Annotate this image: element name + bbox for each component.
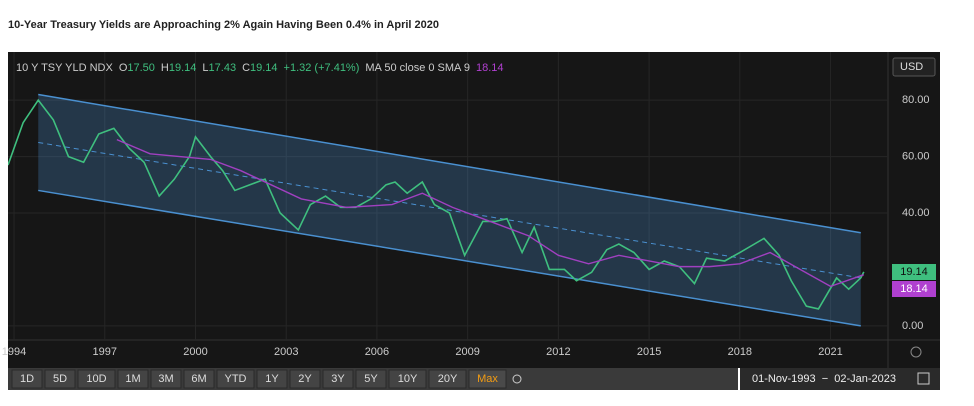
settings-icon[interactable]	[910, 346, 922, 358]
currency-button[interactable]	[892, 57, 936, 77]
calendar-icon[interactable]	[917, 372, 930, 385]
range-button-label[interactable]: 3M	[158, 373, 173, 385]
range-button[interactable]	[44, 369, 76, 389]
range-button[interactable]	[150, 369, 182, 389]
legend-high: 19.14	[169, 62, 197, 74]
range-button-label[interactable]: 1D	[20, 373, 34, 385]
toolbar-settings[interactable]	[512, 374, 522, 384]
range-button[interactable]	[77, 369, 116, 389]
range-button-label[interactable]: 1M	[125, 373, 140, 385]
chart-title: 10-Year Treasury Yields are Approaching …	[8, 19, 439, 31]
legend-change: +1.32 (+7.41%)	[284, 62, 360, 74]
legend-close: 19.14	[250, 62, 278, 74]
x-tick-label: 2015	[637, 346, 661, 358]
range-button-label[interactable]: 5Y	[364, 373, 378, 385]
price-line	[8, 98, 865, 310]
channel-lower	[38, 189, 861, 327]
range-button[interactable]	[117, 369, 149, 389]
range-button-label[interactable]: YTD	[225, 373, 247, 385]
legend-symbol: 10 Y TSY YLD NDX	[16, 62, 113, 74]
currency[interactable]: USD	[900, 61, 923, 73]
range-button[interactable]	[11, 369, 43, 389]
range-button[interactable]	[289, 369, 321, 389]
x-tick-label: 1997	[93, 346, 117, 358]
range-button[interactable]	[355, 369, 387, 389]
x-tick-label: 2021	[818, 346, 842, 358]
legend-o-label: O	[119, 62, 128, 74]
x-tick-label: 2003	[274, 346, 298, 358]
chart-panel	[8, 52, 940, 368]
range-button[interactable]	[183, 369, 215, 389]
y-tick-label: 80.00	[902, 94, 930, 106]
legend-low: 17.43	[209, 62, 237, 74]
range-button-label[interactable]: 20Y	[438, 373, 458, 385]
legend-open: 17.50	[127, 62, 155, 74]
date-range[interactable]: 01-Nov-1993 − 02-Jan-2023	[752, 373, 896, 385]
range-button-label[interactable]: 3Y	[331, 373, 345, 385]
date-range-box[interactable]	[740, 368, 940, 390]
range-button[interactable]	[388, 369, 427, 389]
range-button[interactable]	[468, 369, 507, 389]
legend-l-label: L	[202, 62, 208, 74]
channel-mid	[38, 141, 861, 279]
y-tick-label: 60.00	[902, 150, 930, 162]
range-button-label[interactable]: 10Y	[398, 373, 418, 385]
legend-indicator-value: 18.14	[476, 62, 504, 74]
y-tick-label: 0.00	[902, 320, 923, 332]
x-tick-label: 2012	[546, 346, 570, 358]
legend-c-label: C	[242, 62, 250, 74]
range-button[interactable]	[256, 369, 288, 389]
price-tag-label: 18.14	[900, 283, 928, 295]
x-tick-label: 1994	[2, 346, 26, 358]
price-tag-label: 19.14	[900, 266, 928, 278]
x-tick-label: 2000	[183, 346, 207, 358]
price-tag	[892, 281, 936, 297]
ma-line	[116, 139, 865, 288]
range-button-label[interactable]: Max	[477, 373, 498, 385]
range-button-label[interactable]: 6M	[191, 373, 206, 385]
price-tag	[892, 264, 936, 280]
range-button-label[interactable]: 1Y	[265, 373, 279, 385]
range-button[interactable]	[216, 369, 255, 389]
range-button-label[interactable]: 10D	[86, 373, 106, 385]
channel-upper	[38, 93, 861, 234]
range-button-label[interactable]: 2Y	[298, 373, 312, 385]
x-tick-label: 2006	[365, 346, 389, 358]
range-button[interactable]	[322, 369, 354, 389]
x-tick-label: 2018	[728, 346, 752, 358]
legend-indicator: MA 50 close 0 SMA 9	[365, 62, 470, 74]
y-tick-label: 40.00	[902, 207, 930, 219]
legend-h-label: H	[161, 62, 169, 74]
range-button[interactable]	[428, 369, 467, 389]
range-button-label[interactable]: 5D	[53, 373, 67, 385]
x-tick-label: 2009	[455, 346, 479, 358]
